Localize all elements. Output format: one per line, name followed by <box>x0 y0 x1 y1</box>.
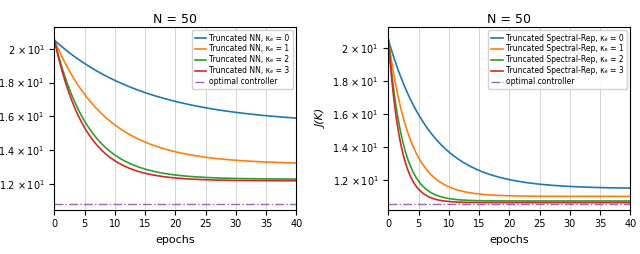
Truncated Spectral-Rep, κₑ = 0 <box>529 182 536 185</box>
Truncated NN, κₑ = 3 <box>270 179 278 182</box>
Truncated NN, κₑ = 3 <box>51 39 58 42</box>
X-axis label: epochs: epochs <box>490 235 529 245</box>
Truncated Spectral-Rep, κₑ = 3 <box>385 49 393 52</box>
Truncated Spectral-Rep, κₑ = 0 <box>528 182 536 185</box>
Truncated Spectral-Rep, κₑ = 0 <box>385 38 392 41</box>
Truncated Spectral-Rep, κₑ = 3 <box>529 201 536 204</box>
Truncated Spectral-Rep, κₑ = 2 <box>604 199 612 202</box>
Truncated Spectral-Rep, κₑ = 0 <box>627 187 634 190</box>
Truncated NN, κₑ = 2 <box>51 42 59 45</box>
X-axis label: epochs: epochs <box>156 235 195 245</box>
Truncated Spectral-Rep, κₑ = 3 <box>528 201 536 204</box>
Truncated NN, κₑ = 1 <box>51 39 58 42</box>
optimal controller <box>390 202 398 205</box>
Truncated NN, κₑ = 3 <box>195 178 202 181</box>
Truncated Spectral-Rep, κₑ = 3 <box>627 201 634 204</box>
Truncated Spectral-Rep, κₑ = 2 <box>627 199 634 202</box>
Truncated NN, κₑ = 1 <box>198 155 206 158</box>
Line: Truncated Spectral-Rep, κₑ = 1: Truncated Spectral-Rep, κₑ = 1 <box>388 40 630 196</box>
Truncated NN, κₑ = 1 <box>51 41 59 44</box>
Line: Truncated Spectral-Rep, κₑ = 0: Truncated Spectral-Rep, κₑ = 0 <box>388 40 630 188</box>
Truncated NN, κₑ = 2 <box>270 178 278 181</box>
Truncated Spectral-Rep, κₑ = 0 <box>604 186 612 189</box>
Truncated Spectral-Rep, κₑ = 1 <box>627 195 634 198</box>
Truncated NN, κₑ = 2 <box>194 176 202 179</box>
Truncated Spectral-Rep, κₑ = 3 <box>604 201 612 204</box>
Truncated Spectral-Rep, κₑ = 3 <box>385 38 392 41</box>
optimal controller <box>51 203 58 206</box>
optimal controller <box>56 203 64 206</box>
Truncated Spectral-Rep, κₑ = 2 <box>532 199 540 202</box>
Truncated Spectral-Rep, κₑ = 0 <box>385 41 393 44</box>
Truncated NN, κₑ = 0 <box>270 115 278 118</box>
Truncated NN, κₑ = 1 <box>194 155 202 158</box>
Line: Truncated Spectral-Rep, κₑ = 2: Truncated Spectral-Rep, κₑ = 2 <box>388 40 630 201</box>
Truncated NN, κₑ = 3 <box>292 179 300 182</box>
Truncated NN, κₑ = 0 <box>51 39 58 42</box>
optimal controller <box>385 202 392 205</box>
Truncated NN, κₑ = 3 <box>255 179 262 182</box>
Legend: Truncated Spectral-Rep, κₑ = 0, Truncated Spectral-Rep, κₑ = 1, Truncated Spectr: Truncated Spectral-Rep, κₑ = 0, Truncate… <box>488 30 627 89</box>
Truncated NN, κₑ = 1 <box>255 160 262 163</box>
Truncated NN, κₑ = 1 <box>292 162 300 165</box>
Line: Truncated NN, κₑ = 0: Truncated NN, κₑ = 0 <box>54 40 296 118</box>
Y-axis label: J(K): J(K) <box>317 108 326 128</box>
Truncated NN, κₑ = 2 <box>195 176 202 179</box>
Truncated NN, κₑ = 0 <box>195 105 202 108</box>
Truncated Spectral-Rep, κₑ = 3 <box>532 201 540 204</box>
Line: Truncated NN, κₑ = 1: Truncated NN, κₑ = 1 <box>54 40 296 163</box>
Truncated Spectral-Rep, κₑ = 1 <box>529 195 536 198</box>
Line: Truncated NN, κₑ = 3: Truncated NN, κₑ = 3 <box>54 40 296 181</box>
Truncated NN, κₑ = 0 <box>255 114 262 117</box>
Truncated Spectral-Rep, κₑ = 1 <box>589 195 596 198</box>
Line: Truncated NN, κₑ = 2: Truncated NN, κₑ = 2 <box>54 40 296 179</box>
Line: Truncated Spectral-Rep, κₑ = 3: Truncated Spectral-Rep, κₑ = 3 <box>388 40 630 203</box>
Truncated Spectral-Rep, κₑ = 2 <box>385 38 392 41</box>
Truncated NN, κₑ = 1 <box>270 161 278 164</box>
Truncated NN, κₑ = 0 <box>194 105 202 108</box>
Truncated Spectral-Rep, κₑ = 0 <box>589 186 596 189</box>
Truncated NN, κₑ = 2 <box>292 178 300 181</box>
Truncated NN, κₑ = 0 <box>292 117 300 120</box>
Truncated Spectral-Rep, κₑ = 1 <box>385 44 393 47</box>
Truncated Spectral-Rep, κₑ = 1 <box>532 195 540 198</box>
Truncated NN, κₑ = 3 <box>198 178 206 181</box>
Truncated Spectral-Rep, κₑ = 2 <box>385 47 393 50</box>
Truncated Spectral-Rep, κₑ = 0 <box>532 182 540 185</box>
Truncated NN, κₑ = 1 <box>195 155 202 158</box>
Truncated NN, κₑ = 2 <box>51 39 58 42</box>
Title: N = 50: N = 50 <box>154 12 197 25</box>
Truncated NN, κₑ = 3 <box>51 42 59 45</box>
Truncated NN, κₑ = 0 <box>51 39 59 42</box>
Truncated Spectral-Rep, κₑ = 3 <box>589 201 596 204</box>
Legend: Truncated NN, κₑ = 0, Truncated NN, κₑ = 1, Truncated NN, κₑ = 2, Truncated NN, : Truncated NN, κₑ = 0, Truncated NN, κₑ =… <box>192 30 292 89</box>
Truncated NN, κₑ = 2 <box>255 177 262 180</box>
Truncated Spectral-Rep, κₑ = 2 <box>589 199 596 202</box>
Truncated Spectral-Rep, κₑ = 1 <box>604 195 612 198</box>
Truncated NN, κₑ = 3 <box>194 178 202 181</box>
Truncated Spectral-Rep, κₑ = 1 <box>385 38 392 41</box>
Title: N = 50: N = 50 <box>488 12 531 25</box>
Truncated NN, κₑ = 0 <box>198 106 206 109</box>
Truncated NN, κₑ = 2 <box>198 176 206 179</box>
Truncated Spectral-Rep, κₑ = 1 <box>528 195 536 198</box>
Truncated Spectral-Rep, κₑ = 2 <box>528 199 536 202</box>
Truncated Spectral-Rep, κₑ = 2 <box>529 199 536 202</box>
